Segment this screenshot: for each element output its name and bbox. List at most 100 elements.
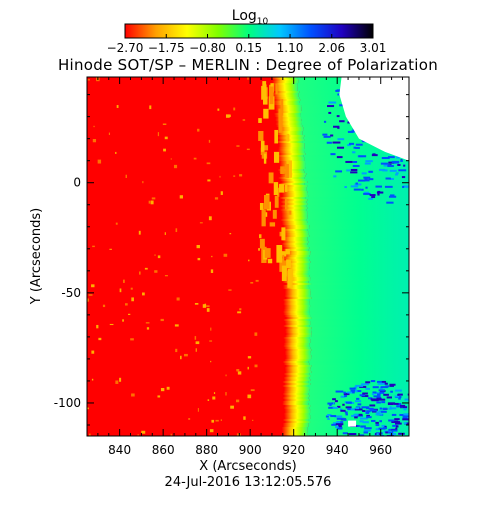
off-limb-blue-top (410, 125, 413, 127)
off-limb-blue-top (395, 173, 398, 176)
speckle (229, 233, 232, 235)
speckle (157, 395, 161, 398)
speckle (128, 313, 131, 316)
colorbar-label-base: Log (232, 8, 257, 24)
off-limb-row (309, 227, 409, 229)
speckle (109, 323, 114, 326)
speckle (87, 79, 90, 81)
off-limb-blue-bottom (386, 396, 393, 399)
limb-row (284, 409, 311, 411)
off-limb-row (310, 315, 409, 317)
limb-row (278, 135, 305, 137)
limb-row (281, 199, 308, 201)
speckle (160, 318, 164, 322)
speckle (164, 136, 168, 140)
off-limb-blue-bottom (339, 408, 343, 411)
off-limb-row (304, 145, 409, 147)
speckle (208, 216, 212, 221)
off-limb-blue-bottom (410, 418, 415, 420)
off-limb-row (308, 271, 409, 273)
off-limb-blue-bottom (398, 393, 403, 396)
off-limb-blue-top (323, 120, 327, 123)
speckle (157, 132, 160, 137)
limb-streak (262, 84, 267, 99)
speckle (236, 145, 240, 147)
off-limb-row (308, 393, 409, 395)
off-limb-blue-top (414, 116, 421, 118)
colorbar-label-sub: 10 (257, 17, 269, 27)
limb-row (281, 237, 308, 239)
off-limb-row (309, 363, 409, 365)
limb-streak (274, 129, 279, 144)
limb-row (285, 355, 312, 357)
off-limb-blue-top (322, 133, 328, 136)
speckle (108, 132, 111, 136)
off-limb-blue-top (336, 115, 340, 118)
limb-row (283, 269, 310, 271)
speckle (243, 416, 246, 420)
limb-row (284, 293, 311, 295)
off-limb-blue-bottom (357, 403, 362, 406)
off-limb-blue-top (371, 196, 376, 199)
limb-streak (258, 131, 264, 141)
off-limb-row (304, 159, 409, 161)
limb-row (284, 279, 311, 281)
off-limb-row (309, 395, 409, 397)
off-limb-blue-bottom (327, 414, 332, 417)
off-limb-row (310, 295, 409, 297)
off-limb-row (306, 201, 409, 203)
off-limb-blue-bottom (365, 407, 370, 410)
speckle (236, 369, 239, 372)
off-limb-blue-bottom (362, 392, 368, 395)
off-limb-row (307, 193, 409, 195)
limb-row (284, 369, 311, 371)
off-limb-blue-top (333, 175, 337, 178)
off-limb-row (309, 255, 409, 257)
off-limb-blue-bottom (398, 432, 405, 435)
speckle (247, 77, 249, 80)
off-limb-blue-bottom (345, 413, 348, 416)
off-limb-blue-top (389, 177, 394, 180)
off-limb-blue-top (347, 130, 354, 133)
off-limb-row (310, 321, 409, 323)
limb-row (275, 121, 302, 123)
off-limb-row (309, 389, 409, 391)
colorbar-tick-label: −0.80 (189, 41, 226, 55)
limb-row (283, 395, 310, 397)
off-limb-row (310, 405, 409, 407)
limb-row (283, 265, 310, 267)
colorbar-tick-label: −1.75 (148, 41, 185, 55)
off-limb-blue-top (389, 169, 397, 172)
off-limb-blue-bottom (354, 400, 362, 403)
off-limb-blue-bottom (378, 427, 386, 430)
off-limb-blue-top (385, 177, 391, 180)
limb-streak (282, 254, 285, 267)
off-limb-blue-bottom (372, 386, 379, 389)
off-limb-row (310, 367, 409, 369)
limb-row (277, 155, 304, 157)
off-limb-row (305, 163, 409, 165)
off-limb-row (307, 181, 409, 183)
limb-row (271, 89, 298, 91)
off-limb-blue-top (377, 193, 380, 196)
off-limb-blue-top (344, 186, 347, 189)
speckle (233, 107, 236, 111)
off-limb-blue-bottom (379, 420, 383, 423)
off-limb-blue-bottom (344, 411, 348, 414)
off-limb-blue-top (386, 201, 394, 204)
off-limb-blue-top (364, 74, 370, 76)
off-limb-row (310, 379, 409, 381)
speckle (209, 429, 214, 433)
off-limb-row (311, 371, 409, 373)
off-limb-blue-top (350, 185, 359, 188)
off-limb-blue-bottom (387, 431, 394, 434)
limb-row (279, 161, 306, 163)
off-limb-blue-top (355, 146, 360, 149)
off-limb-row (309, 387, 409, 389)
x-axis-label: X (Arcseconds) (199, 459, 296, 474)
off-limb-row (305, 175, 409, 177)
limb-row (280, 205, 307, 207)
speckle (195, 348, 197, 352)
speckle (211, 419, 215, 423)
limb-row (283, 301, 310, 303)
